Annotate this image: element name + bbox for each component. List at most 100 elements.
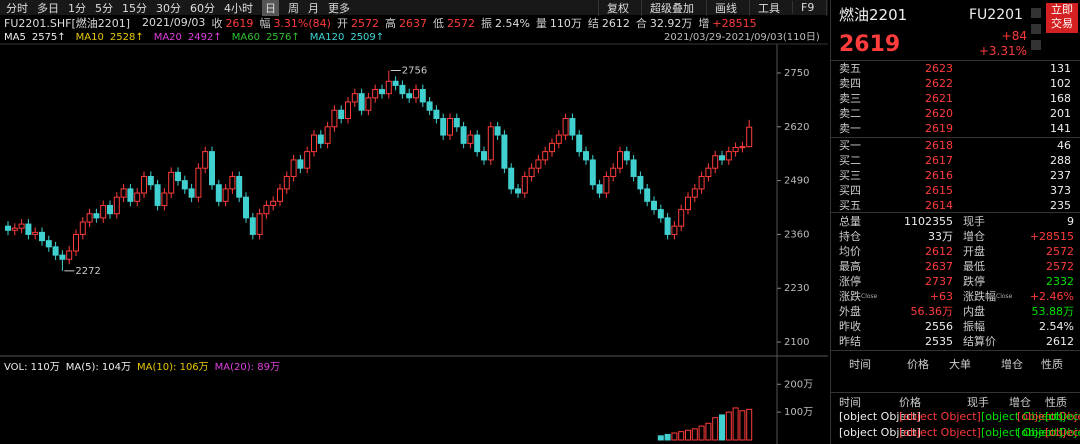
candle-body xyxy=(270,200,277,206)
candle-body xyxy=(263,204,270,215)
stat-value: 2572 xyxy=(1046,260,1074,273)
tab: 时间 xyxy=(849,358,871,371)
toolbar-actions: 复权超级叠加画线工具F9隐藏 xyxy=(598,0,857,16)
info-field: 开 2572 xyxy=(337,15,379,31)
candle-body xyxy=(583,151,589,161)
book-volume: 373 xyxy=(1050,184,1071,197)
candle-body xyxy=(79,221,86,235)
trade-header: 增仓 xyxy=(1009,396,1031,409)
date-range: 2021/03/29-2021/09/03(110日) xyxy=(664,32,820,43)
candle-body xyxy=(32,231,39,235)
candle-body xyxy=(73,233,79,252)
period-tab[interactable]: 日 xyxy=(262,0,279,16)
separator xyxy=(831,212,1080,213)
period-tab[interactable]: 5分 xyxy=(95,1,113,15)
info-label: 低 xyxy=(432,16,444,30)
candle-body xyxy=(617,151,623,169)
volume-bar xyxy=(685,429,691,441)
high-marker: 2756 xyxy=(402,65,427,76)
candle-body xyxy=(623,151,630,161)
toolbar-button[interactable]: 工具 xyxy=(749,0,780,16)
trade-button[interactable]: 立即 交易 xyxy=(1046,3,1078,33)
period-tab[interactable]: 1分 xyxy=(68,1,86,15)
trade-header: 价格 xyxy=(899,396,921,409)
candle-body xyxy=(528,167,535,177)
volume-bar xyxy=(691,428,698,441)
candle-body xyxy=(175,171,181,182)
candle-body xyxy=(290,159,297,177)
candle-body xyxy=(52,246,59,256)
candle-body xyxy=(596,184,603,194)
trade-header: 时间 xyxy=(839,396,861,409)
stat-value: +28515 xyxy=(1029,230,1074,243)
candle-body xyxy=(283,175,290,190)
period-tab[interactable]: 4小时 xyxy=(224,1,253,15)
book-volume: 102 xyxy=(1050,77,1071,90)
candle-body xyxy=(195,167,202,198)
info-field: 增 +28515 xyxy=(698,15,756,31)
book-volume: 288 xyxy=(1050,154,1071,167)
candle-body xyxy=(379,89,385,95)
candle-body xyxy=(277,188,283,202)
icon-button[interactable] xyxy=(1031,40,1041,50)
y-tick-label: 2620 xyxy=(784,122,809,133)
candle-body xyxy=(671,225,678,235)
toolbar-button[interactable]: F9 xyxy=(792,1,814,14)
candle-body xyxy=(372,89,379,99)
period-tab[interactable]: 分时 xyxy=(6,1,28,15)
book-price: 2618 xyxy=(925,139,953,152)
candle-body xyxy=(345,101,351,120)
quote-code: FU2201 xyxy=(969,7,1023,23)
candle-body xyxy=(25,223,32,235)
book-price: 2623 xyxy=(925,62,953,75)
book-label: 买一 xyxy=(839,139,861,152)
period-tab[interactable]: 30分 xyxy=(156,1,181,15)
info-value: 2619 xyxy=(225,16,254,30)
stat-label: 开盘 xyxy=(963,245,985,258)
book-volume: 131 xyxy=(1050,62,1071,75)
candle-body xyxy=(542,151,549,161)
info-value: 3.31%(84) xyxy=(273,16,331,30)
stat-label: 涨跌Close xyxy=(839,290,878,303)
candle-body xyxy=(433,109,440,120)
candle-body xyxy=(127,188,134,202)
period-tab[interactable]: 多日 xyxy=(37,1,59,15)
info-field: 合 32.92万 xyxy=(636,15,693,31)
info-field: 量 110万 xyxy=(536,15,582,31)
info-label: 量 xyxy=(535,16,547,30)
period-tab[interactable]: 更多 xyxy=(328,1,350,15)
trade-header: 性质 xyxy=(1045,396,1067,409)
toolbar-button[interactable]: 画线 xyxy=(706,0,737,16)
stat-value: 2572 xyxy=(1046,245,1074,258)
tab: 价格 xyxy=(907,358,929,371)
toolbar-button[interactable]: 复权 xyxy=(598,0,629,16)
candle-body xyxy=(474,134,481,153)
volume-bar xyxy=(712,417,719,441)
info-label: 增 xyxy=(698,16,710,30)
book-volume: 237 xyxy=(1050,169,1071,182)
book-label: 卖二 xyxy=(839,107,861,120)
stat-label: 最高 xyxy=(839,260,861,273)
candle-body xyxy=(209,151,215,186)
volume-legend-item: MA(5): 104万 xyxy=(65,362,132,373)
y-tick-label: 200万 xyxy=(784,379,813,390)
volume-legend: VOL: 110万 MA(5): 104万 MA(10): 106万 MA(20): … xyxy=(0,359,280,373)
period-tab[interactable]: 60分 xyxy=(190,1,215,15)
icon-button[interactable] xyxy=(1031,8,1041,18)
period-tab[interactable]: 15分 xyxy=(122,1,147,15)
toolbar-button[interactable]: 超级叠加 xyxy=(641,0,694,16)
ma-value: 2509↑ xyxy=(350,32,385,43)
candle-body xyxy=(181,180,188,190)
trade-cell: [object Object] xyxy=(839,410,921,423)
candle-body xyxy=(86,213,93,223)
stat-label: 振幅 xyxy=(963,320,985,333)
kline-chart: 2100 2230 2360 2490 2620 2750 2756 2272 100万 200万 xyxy=(0,43,828,444)
period-tab[interactable]: 周 xyxy=(288,1,299,15)
candle-body xyxy=(610,167,617,177)
icon-button[interactable] xyxy=(1031,24,1041,34)
period-tab[interactable]: 月 xyxy=(308,1,319,15)
info-label: 结 xyxy=(587,16,599,30)
candle-body xyxy=(215,184,222,202)
info-label: 振 xyxy=(480,16,492,30)
stat-value: 2556 xyxy=(925,320,953,333)
